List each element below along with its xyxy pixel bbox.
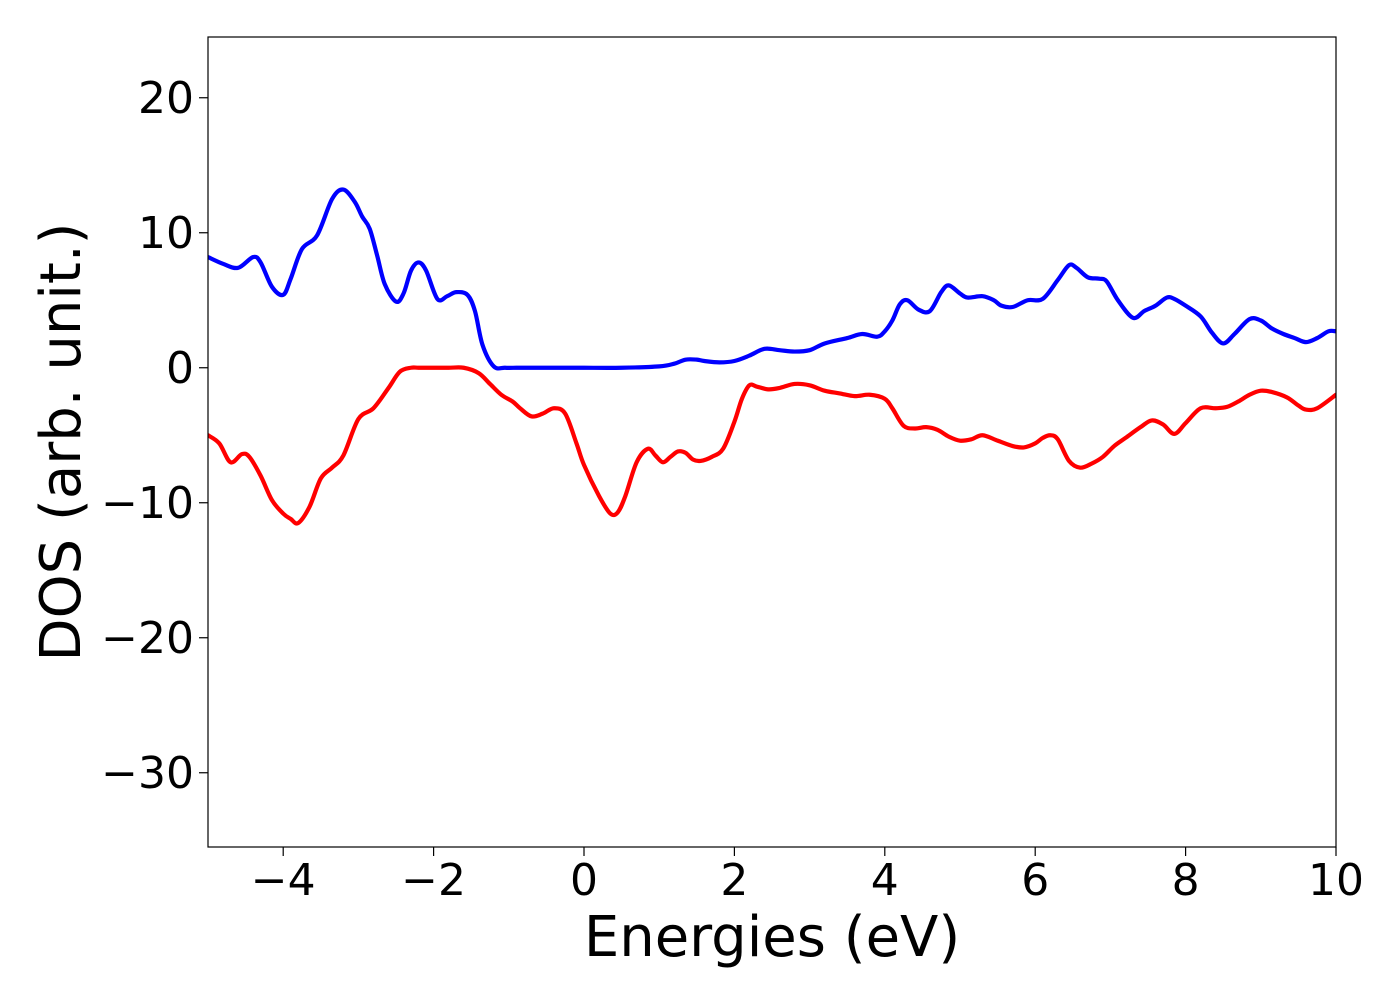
y-axis: 20 10 0 −10 −20 −30 bbox=[101, 73, 208, 799]
series-layer bbox=[208, 187, 1336, 526]
x-tick-label: 2 bbox=[720, 855, 748, 906]
y-tick-label: 10 bbox=[138, 208, 194, 259]
x-axis-title: Energies (eV) bbox=[584, 905, 960, 970]
x-tick-label: 10 bbox=[1308, 855, 1364, 906]
y-axis-title: DOS (arb. unit.) bbox=[29, 222, 94, 661]
y-tick-label: 0 bbox=[166, 343, 194, 394]
y-tick-label: −10 bbox=[101, 478, 194, 529]
y-tick-label: −20 bbox=[101, 613, 194, 664]
x-axis: −4 −2 0 2 4 6 8 10 bbox=[251, 847, 1364, 906]
x-tick-label: 6 bbox=[1021, 855, 1049, 906]
x-tick-label: −4 bbox=[251, 855, 316, 906]
x-tick-label: 4 bbox=[871, 855, 899, 906]
y-tick-label: −30 bbox=[101, 748, 194, 799]
series-line-2 bbox=[208, 365, 1336, 526]
x-tick-label: 0 bbox=[570, 855, 598, 906]
x-tick-label: 8 bbox=[1172, 855, 1200, 906]
x-tick-label: −2 bbox=[401, 855, 466, 906]
y-tick-label: 20 bbox=[138, 73, 194, 124]
series-line-1 bbox=[208, 187, 1336, 371]
plot-frame bbox=[207, 36, 1337, 848]
